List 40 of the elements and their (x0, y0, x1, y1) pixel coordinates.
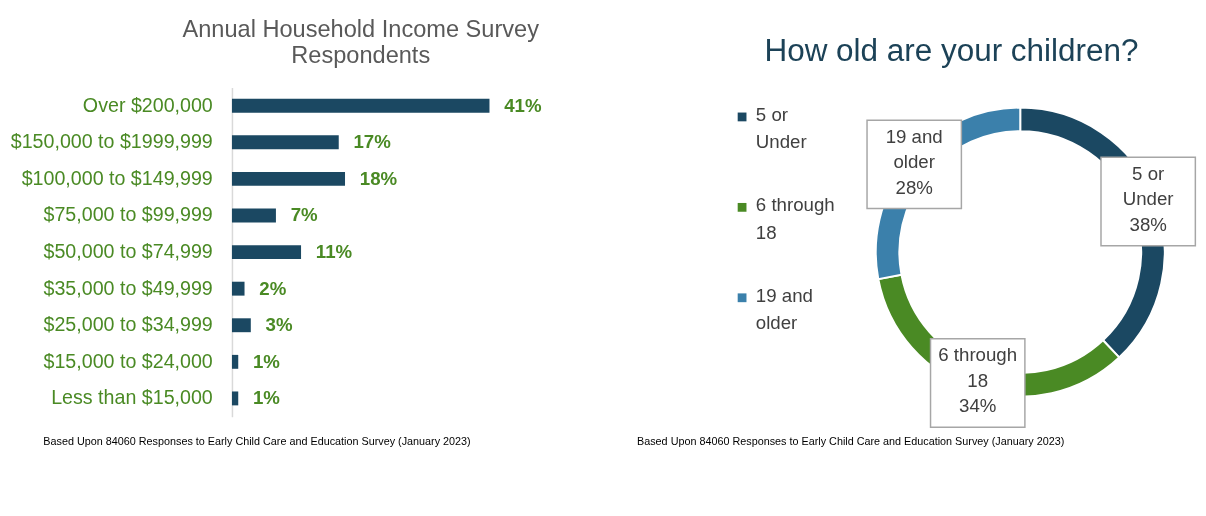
y-tick-label: $100,000 to $149,999 (21, 166, 213, 189)
chart-title: Annual Household Income Survey Respondents (182, 16, 540, 68)
legend-label: 19 and older (755, 284, 813, 334)
data-label: 7% (290, 204, 319, 226)
legend-label: 5 or Under (755, 103, 807, 153)
bar (231, 354, 239, 369)
data-label: 3% (265, 314, 293, 336)
y-tick-label: $150,000 to $1999,999 (10, 130, 213, 153)
data-label: 2% (259, 277, 287, 299)
y-tick-label: Over $200,000 (82, 93, 213, 116)
bar (231, 318, 251, 333)
slice-label: 5 or Under (1122, 162, 1174, 210)
data-label: 28% (895, 176, 933, 198)
slice-label: 19 and older (885, 125, 943, 173)
bar (231, 208, 276, 223)
y-tick-label: $25,000 to $34,999 (43, 313, 213, 336)
text: Based Upon 84060 Responses to Early Child Care and Education Survey (January 2023) (43, 435, 471, 448)
data-label: 1% (252, 387, 281, 409)
slice-label: 6 through 18 (938, 344, 1018, 391)
data-label: 1% (252, 350, 281, 372)
y-tick-label: $35,000 to $49,999 (43, 276, 213, 299)
y-tick-label: $75,000 to $99,999 (43, 203, 213, 226)
bar (231, 391, 239, 406)
data-label: 11% (315, 240, 353, 262)
bar (231, 135, 339, 150)
data-label: 17% (353, 131, 392, 153)
data-label: 38% (1129, 213, 1167, 235)
y-tick-label: $15,000 to $24,000 (43, 349, 213, 372)
y-tick-label: $50,000 to $74,999 (43, 239, 213, 262)
data-label: 41% (504, 94, 542, 116)
bar (231, 245, 302, 260)
data-label: 34% (959, 395, 997, 417)
y-tick-label: Less than $15,000 (51, 386, 213, 409)
bar (231, 98, 490, 113)
legend-label: 6 through 18 (755, 194, 835, 243)
bar (231, 281, 245, 296)
chart-title: How old are your children? (764, 32, 1139, 68)
bar (231, 171, 346, 186)
data-label: 18% (359, 167, 398, 189)
text: Based Upon 84060 Responses to Early Child Care and Education Survey (January 2023) (637, 435, 1065, 448)
